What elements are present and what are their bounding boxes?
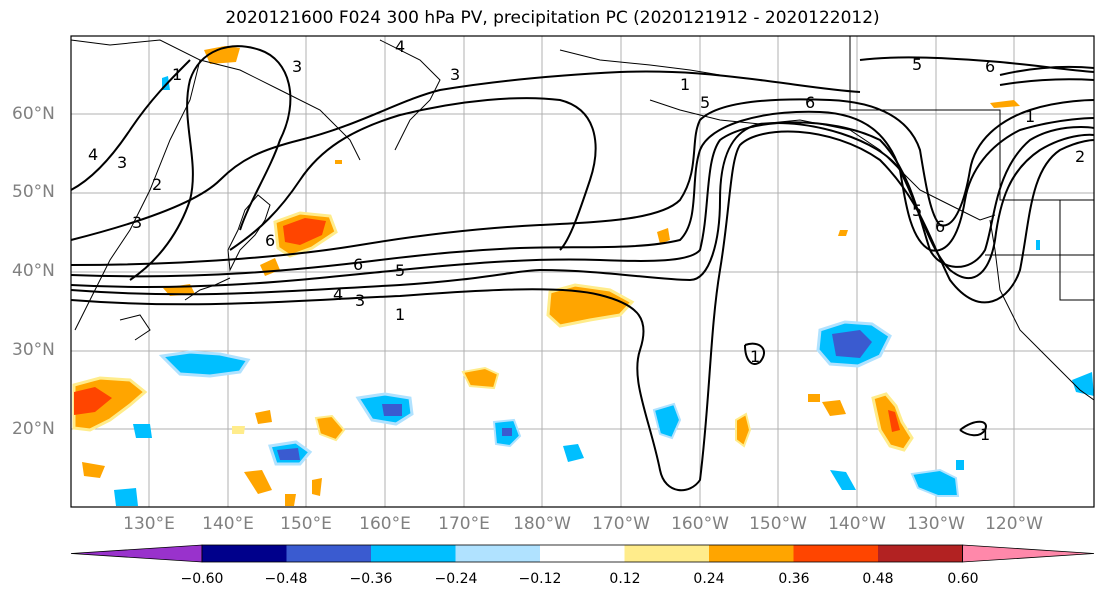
colorbar-tick: −0.36 [349,571,393,587]
contour-label: 1 [172,65,182,84]
lon-label: 160°E [359,514,411,534]
contour-label: 6 [935,217,945,236]
lat-label: 30°N [12,340,55,360]
colorbar-tick: −0.48 [264,571,308,587]
lon-label: 170°W [592,514,650,534]
colorbar-tick: −0.12 [518,571,562,587]
lat-label: 20°N [12,419,55,439]
map-frame [70,35,1095,508]
pv-contours [70,45,1095,492]
contour-label: 3 [355,291,365,310]
contour-label: 6 [805,93,815,112]
colorbar-tick: 0.24 [693,571,725,587]
contour-label: 5 [912,201,922,220]
colorbar-tick: 0.60 [947,571,979,587]
contour-label: 4 [395,37,405,56]
lon-label: 180°W [513,514,571,534]
contour-label: 3 [132,213,142,232]
contour-label: 3 [292,57,302,76]
lon-label: 170°E [438,514,490,534]
lon-label: 140°E [202,514,254,534]
lon-label: 150°E [280,514,332,534]
contour-label: 1 [750,347,760,366]
colorbar-tick: 0.12 [609,571,641,587]
colorbar-tick: −0.24 [434,571,478,587]
contour-label: 2 [1075,147,1085,166]
graticule [71,36,1094,507]
lon-label: 150°W [749,514,807,534]
lat-label: 50°N [12,182,55,202]
contour-label: 4 [333,285,343,304]
contour-label: 2 [152,175,162,194]
lon-label: 160°W [671,514,729,534]
colorbar-tick: −0.60 [180,571,224,587]
lat-label: 60°N [12,104,55,124]
pv-contour-labels: 1 3 4 3 2 3 1 4 3 6 5 6 4 3 1 1 5 6 5 6 … [88,37,1085,444]
lon-label: 130°W [907,514,965,534]
contour-label: 1 [980,425,990,444]
lon-label: 120°W [985,514,1043,534]
contour-label: 5 [700,93,710,112]
contour-label: 5 [912,55,922,74]
contour-label: 5 [395,261,405,280]
contour-label: 1 [1025,107,1035,126]
contour-label: 1 [395,305,405,324]
contour-label: 6 [985,57,995,76]
lon-label: 130°E [123,514,175,534]
contour-label: 3 [450,65,460,84]
map-title: 2020121600 F024 300 hPa PV, precipitatio… [225,8,880,28]
contour-label: 1 [680,75,690,94]
contour-label: 4 [88,145,98,164]
lon-label: 140°W [828,514,886,534]
contour-label: 6 [353,255,363,274]
colorbar-tick: 0.36 [778,571,810,587]
lat-label: 40°N [12,261,55,281]
colorbar-tick: 0.48 [862,571,894,587]
contour-label: 3 [117,153,127,172]
contour-label: 6 [265,231,275,250]
precipitation-shading [72,46,1094,506]
